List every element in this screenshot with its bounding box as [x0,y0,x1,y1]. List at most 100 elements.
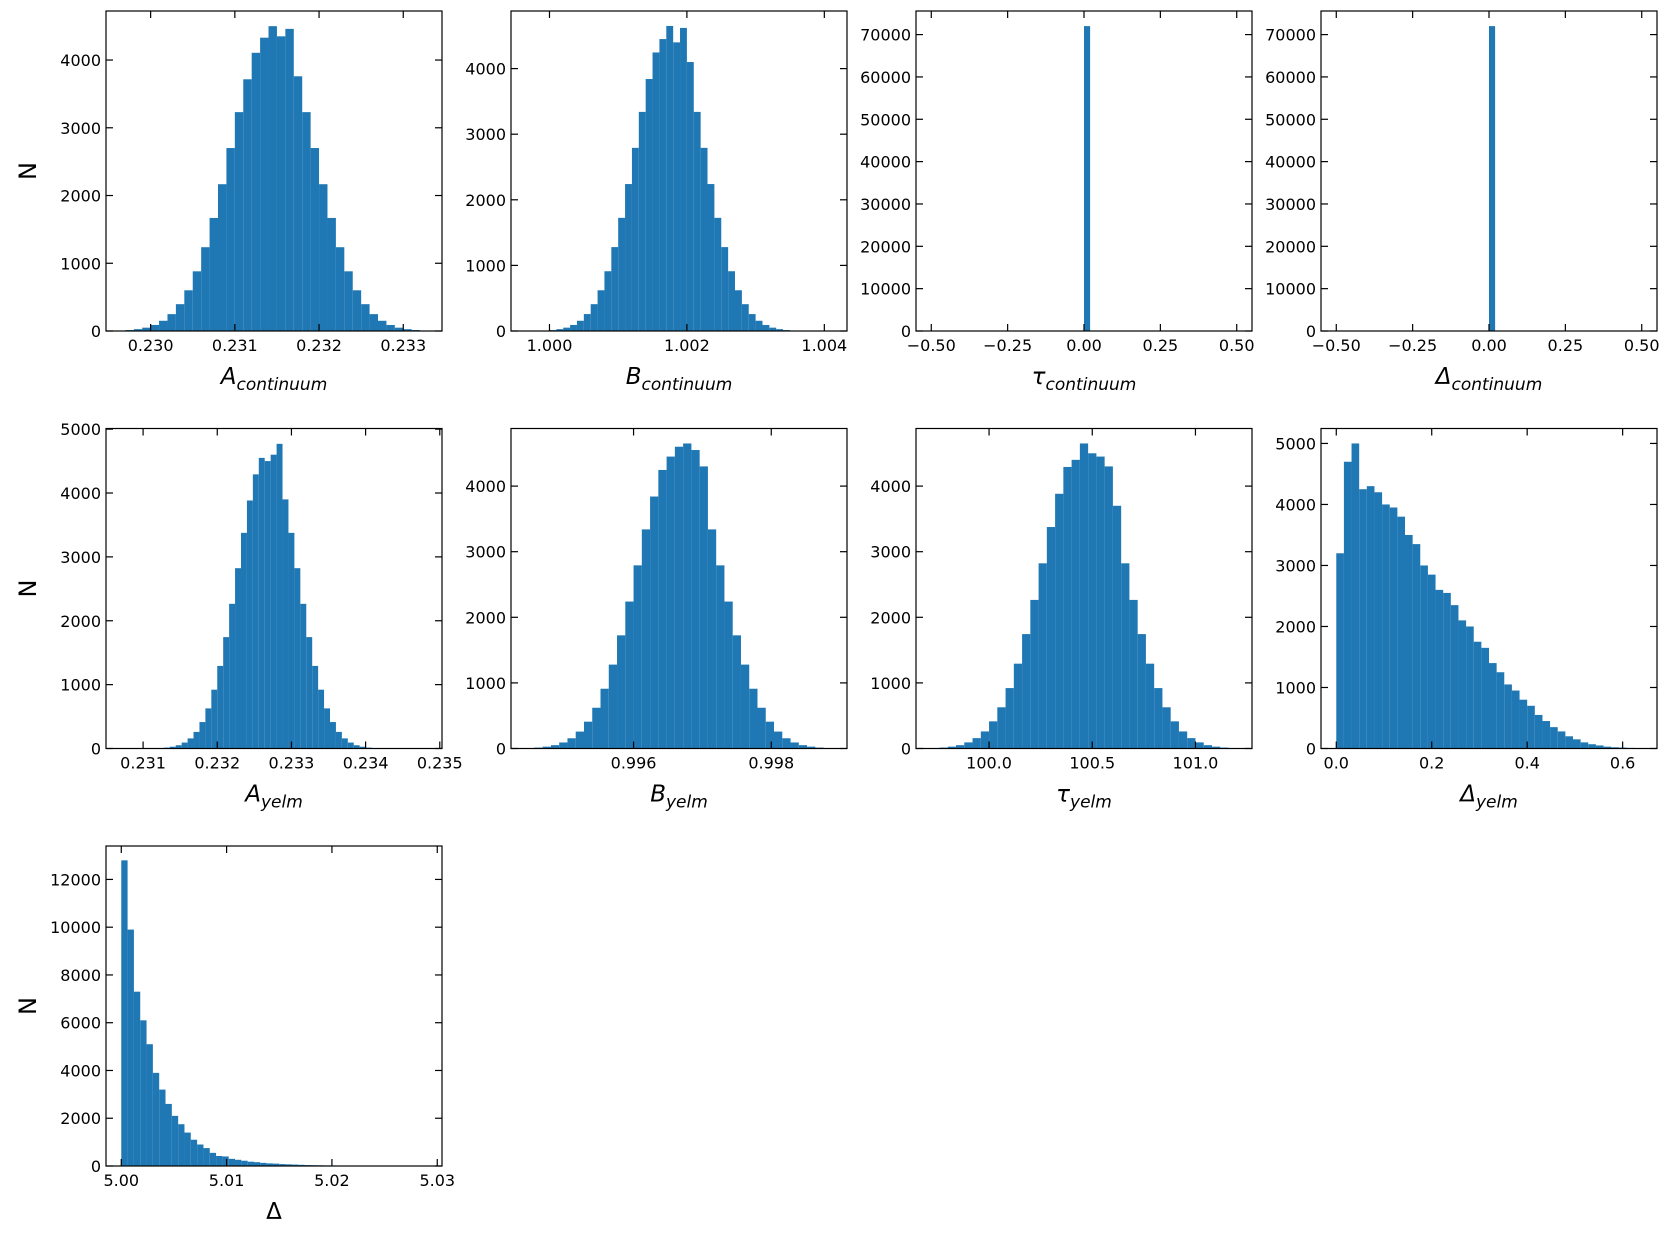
histogram-bar [1071,459,1080,749]
histogram-bar [285,1164,292,1166]
histogram-bar [989,721,998,749]
histogram-bar [167,314,176,331]
y-tick-label: 2000 [465,191,506,210]
histogram-bar [707,184,715,331]
histogram-bar [140,1020,147,1166]
x-tick-label: 0.6 [1610,754,1635,773]
histogram-bar [252,474,259,749]
histogram-bar [597,290,605,331]
histogram-bar [223,637,230,749]
histogram-bar [264,461,271,749]
y-tick-label: 2000 [60,612,101,631]
histogram-bar [318,689,325,749]
panel: 100.0 100.5 101.0 0 1000 2000 3000 4000 τyelm [870,427,1253,813]
histogram-bar [319,184,328,331]
histogram-bar [1397,516,1405,749]
histogram-bar [169,746,176,749]
y-tick-label: 40000 [860,153,911,172]
histogram-bar [193,731,200,749]
y-tick-label: 20000 [860,237,911,256]
histogram-bar [798,745,808,749]
histogram-bar [209,1152,217,1166]
histogram-bar [127,929,134,1166]
histogram-bar [1013,663,1023,749]
x-tick-label: −0.50 [907,336,956,355]
x-axis-label: Δ [266,1199,282,1225]
y-tick-label: 2000 [870,608,911,627]
y-tick-label: 0 [1306,322,1316,341]
x-tick-label: 0.234 [343,754,389,773]
histogram-bar [691,450,700,749]
x-axis-label-main: Δ [1458,782,1476,808]
histogram-bar [735,290,742,331]
y-tick-label: 0 [1306,740,1316,759]
histogram-bar [260,37,269,332]
x-axis-label-main: A [243,782,261,808]
x-axis-label-main: Δ [1434,364,1452,390]
histogram-bar [1450,605,1459,749]
axes-frame [510,427,848,750]
x-tick-label: 101.0 [1173,754,1219,773]
histogram-bar [1145,663,1155,749]
histogram-bar [1005,688,1014,749]
x-tick-label: 0.231 [212,336,258,355]
y-tick-label: 4000 [60,1061,101,1080]
histogram-bar [611,247,619,331]
histogram-bar [1489,26,1496,332]
histogram-bar [1427,574,1436,749]
x-axis-label: Δyelm [1458,782,1518,813]
y-tick-label: 3000 [870,543,911,562]
histogram-bar [235,1159,242,1166]
x-tick-label: 0.00 [1066,336,1102,355]
histogram-bar [769,327,777,331]
x-tick-label: 0.4 [1514,754,1539,773]
histogram-bar [171,1115,179,1166]
histogram-bar [1420,565,1428,749]
y-tick-label: 4000 [60,484,101,503]
histogram-bar [121,860,128,1166]
y-tick-label: 30000 [1265,195,1316,214]
histogram-bar [1096,456,1105,749]
histogram-bar [209,217,218,331]
histogram-bar [1063,466,1072,749]
y-axis-label: N [14,997,42,1015]
histogram-bar [187,738,194,749]
histogram-bar [1382,504,1390,749]
histogram-bar [335,247,345,331]
histogram-bar [133,991,141,1166]
histogram-bar [633,565,642,749]
y-tick-label: 4000 [870,477,911,496]
histogram-bar [361,304,370,331]
y-tick-label: 12000 [50,870,101,889]
histogram-bar [1038,563,1047,749]
x-axis-label-subscript: yelm [665,793,708,813]
histogram-bar [1412,544,1421,749]
histogram-bar [205,708,212,749]
histogram-bar [272,1163,280,1166]
histogram-bar [790,742,799,749]
histogram-bar [152,1072,160,1166]
histogram-bar [956,745,965,749]
x-tick-label: −0.25 [1388,336,1437,355]
histogram-bar [260,1162,267,1166]
histogram-bar [146,1044,153,1166]
y-tick-label: 0 [91,322,101,341]
histogram-bar [1519,699,1528,749]
histogram-bar [270,454,277,749]
x-axis-label-subscript: continuum [641,375,732,395]
histogram-bar [258,457,265,749]
histogram-bar [229,603,236,749]
histogram-bar [686,62,694,331]
histogram-bar [1366,486,1375,749]
histogram-bar [714,217,722,331]
histogram-bar [724,601,733,749]
histogram-bar [247,1161,254,1166]
x-tick-label: 1.004 [801,336,847,355]
histogram-bar [211,689,218,749]
histogram-bar [133,329,143,331]
x-axis-label-main: A [219,364,237,390]
histogram-bar [222,1156,229,1166]
histogram-bar [964,742,973,749]
histogram-bar [1203,745,1212,749]
histogram-bar [241,1160,248,1166]
